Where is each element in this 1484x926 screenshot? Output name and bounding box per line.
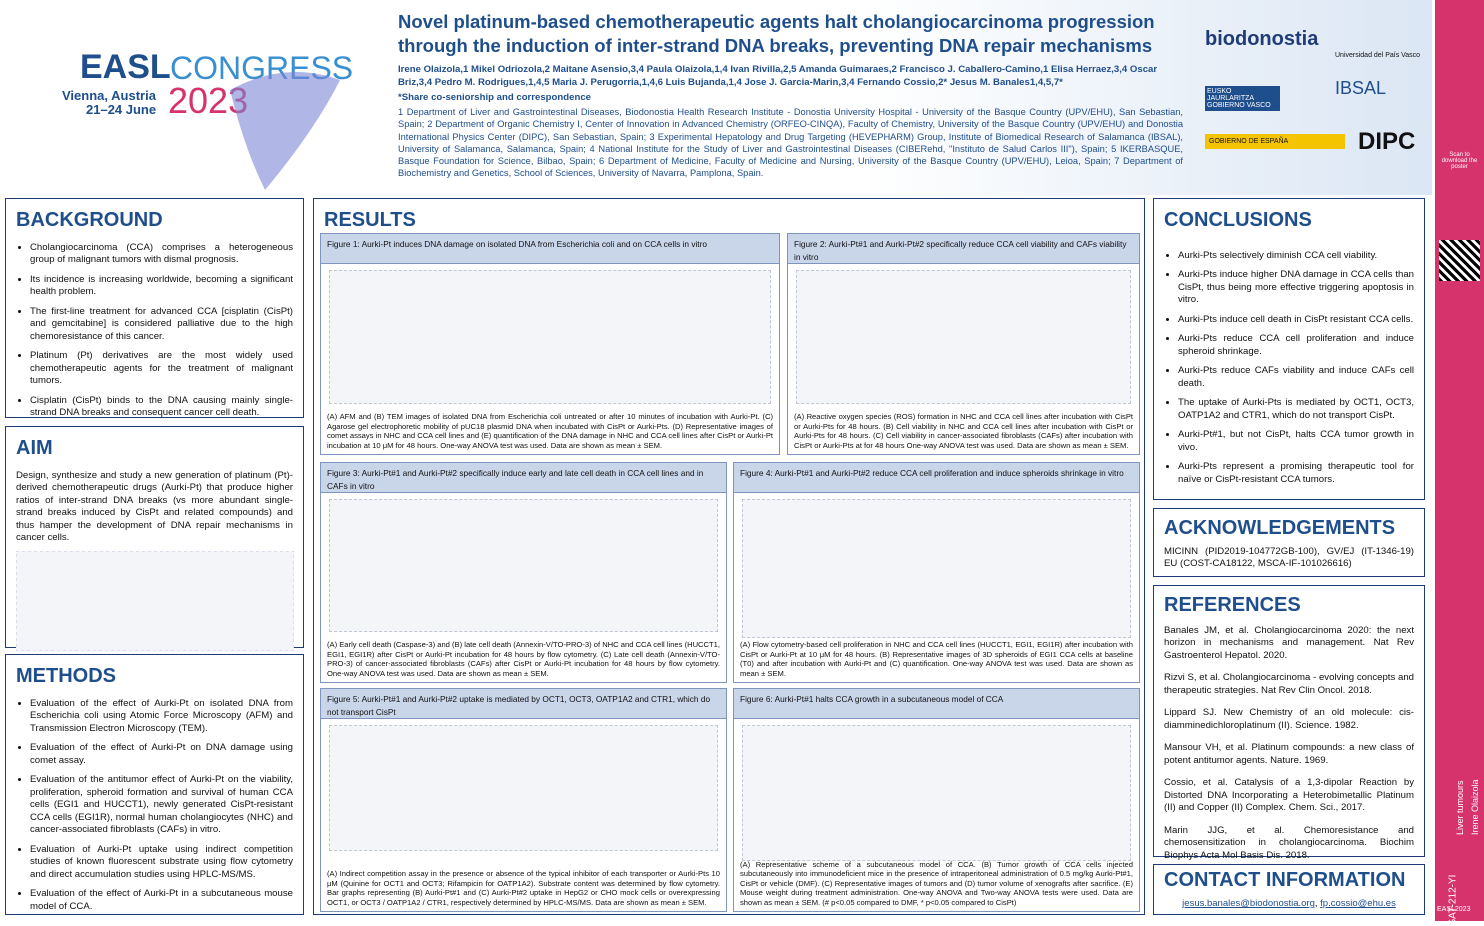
- figure: Figure 6: Aurki-Pt#1 halts CCA growth in…: [733, 688, 1140, 912]
- list-item: Aurki-Pts reduce CCA cell proliferation …: [1178, 333, 1414, 358]
- figure-image: [796, 270, 1131, 404]
- figure-title: Figure 1: Aurki-Pt induces DNA damage on…: [321, 234, 779, 264]
- figure-caption: (A) Early cell death (Caspase-3) and (B)…: [327, 640, 720, 678]
- figure-caption: (A) Indirect competition assay in the pr…: [327, 869, 720, 907]
- ack-text: MICINN (PID2019-104772GB-100), GV/EJ (IT…: [1164, 546, 1414, 570]
- list-item: Aurki-Pts reduce CAFs viability and indu…: [1178, 365, 1414, 390]
- email[interactable]: jesus.banales@biodonostia.org: [1182, 898, 1315, 909]
- aim-text: Design, synthesize and study a new gener…: [16, 470, 293, 544]
- list-item: Evaluation of the effect of Aurki-Pt in …: [30, 888, 293, 913]
- event: EASL2023: [1437, 906, 1471, 913]
- list-item: Evaluation of the effect of Aurki-Pt on …: [30, 742, 293, 767]
- list-item: Evaluation of the antitumor effect of Au…: [30, 774, 293, 836]
- figure-caption: (A) Flow cytometry-based cell proliferat…: [740, 640, 1133, 678]
- sponsor: biodonostia: [1205, 28, 1319, 50]
- dates: 21–24 June: [86, 102, 157, 117]
- contact: CONTACT INFORMATION jesus.banales@biodon…: [1153, 864, 1425, 915]
- figure: Figure 5: Aurki-Pt#1 and Aurki-Pt#2 upta…: [320, 688, 727, 912]
- sponsor: GOBIERNO DE ESPAÑA: [1205, 134, 1345, 149]
- authors: Irene Olaizola,1 Mikel Odriozola,2 Maita…: [398, 64, 1158, 88]
- figure-image: [329, 499, 718, 632]
- reference: Lippard SJ. New Chemistry of an old mole…: [1164, 707, 1414, 731]
- list-item: Cisplatin (CisPt) binds to the DNA causi…: [30, 395, 293, 420]
- sponsor: DIPC: [1358, 128, 1416, 155]
- place: Vienna, Austria: [62, 88, 156, 103]
- figure: Figure 1: Aurki-Pt induces DNA damage on…: [320, 233, 780, 455]
- section-title: ACKNOWLEDGEMENTS: [1164, 517, 1396, 539]
- figure-image: [742, 499, 1131, 638]
- list-item: The uptake of Aurki-Pts is mediated by O…: [1178, 397, 1414, 422]
- title: Novel platinum-based chemotherapeutic ag…: [398, 11, 1155, 57]
- sponsor: Universidad del País Vasco: [1335, 52, 1421, 59]
- author: Irene Olaizola: [1470, 779, 1480, 835]
- note: *Share co-seniorship and correspondence: [398, 92, 591, 103]
- methods: METHODS Evaluation of the effect of Aurk…: [5, 654, 304, 915]
- section-title: AIM: [16, 437, 53, 459]
- figure: Figure 2: Aurki-Pt#1 and Aurki-Pt#2 spec…: [787, 233, 1140, 455]
- list-item: Platinum (Pt) derivatives are the most w…: [30, 350, 293, 387]
- figure-title: Figure 2: Aurki-Pt#1 and Aurki-Pt#2 spec…: [788, 234, 1139, 264]
- qr: [1439, 240, 1480, 281]
- aim-illustration: [15, 550, 295, 652]
- figure-title: Figure 5: Aurki-Pt#1 and Aurki-Pt#2 upta…: [321, 689, 726, 719]
- list-item: Aurki-Pt#1, but not CisPt, halts CCA tum…: [1178, 429, 1414, 454]
- affiliations: 1 Department of Liver and Gastrointestin…: [398, 107, 1183, 179]
- reference: Rizvi S, et al. Cholangiocarcinoma - evo…: [1164, 672, 1414, 696]
- section-title: BACKGROUND: [16, 209, 163, 231]
- list-item: Evaluation of the effect of Aurki-Pt on …: [30, 698, 293, 735]
- section-title: CONTACT INFORMATION: [1164, 869, 1406, 891]
- list-item: Aurki-Pts induce cell death in CisPt res…: [1178, 314, 1414, 326]
- figure-caption: (A) Representative scheme of a subcutane…: [740, 859, 1133, 907]
- list-item: Cholangiocarcinoma (CCA) comprises a het…: [30, 242, 293, 267]
- figure-image: [329, 725, 718, 851]
- logo: EASL: [80, 48, 171, 86]
- sponsor: IBSAL: [1335, 78, 1387, 98]
- figure: Figure 3: Aurki-Pt#1 and Aurki-Pt#2 spec…: [320, 462, 727, 683]
- header: EASL CONGRESS Vienna, Austria 21–24 June…: [0, 0, 1432, 195]
- reference: Cossio, et al. Catalysis of a 1,3-dipola…: [1164, 777, 1414, 814]
- acknowledgements: ACKNOWLEDGEMENTS MICINN (PID2019-104772G…: [1153, 508, 1425, 577]
- figure-title: Figure 4: Aurki-Pt#1 and Aurki-Pt#2 redu…: [734, 463, 1139, 493]
- reference: Marin JJG, et al. Chemoresistance and ch…: [1164, 824, 1414, 861]
- section-title: METHODS: [16, 665, 116, 687]
- aim: AIM Design, synthesize and study a new g…: [5, 426, 304, 652]
- list-item: Evaluation of Aurki-Pt uptake using indi…: [30, 844, 293, 881]
- reference: Mansour VH, et al. Platinum compounds: a…: [1164, 742, 1414, 766]
- figure-title: Figure 3: Aurki-Pt#1 and Aurki-Pt#2 spec…: [321, 463, 726, 493]
- scan-text: Scan to download the poster: [1441, 152, 1478, 170]
- figure-image: [742, 725, 1131, 861]
- references: REFERENCES Banales JM, et al. Cholangioc…: [1153, 585, 1425, 861]
- figure-image: [329, 270, 771, 404]
- background: BACKGROUND Cholangiocarcinoma (CCA) comp…: [5, 198, 304, 418]
- section-title: RESULTS: [324, 209, 416, 231]
- list-item: Aurki-Pts induce higher DNA damage in CC…: [1178, 269, 1414, 306]
- reference: Banales JM, et al. Cholangiocarcinoma 20…: [1164, 625, 1414, 661]
- list-item: Its incidence is increasing worldwide, b…: [30, 274, 293, 299]
- figure: Figure 4: Aurki-Pt#1 and Aurki-Pt#2 redu…: [733, 462, 1140, 683]
- figure-title: Figure 6: Aurki-Pt#1 halts CCA growth in…: [734, 689, 1139, 719]
- sponsor: EUSKO JAURLARITZA GOBIERNO VASCO: [1205, 86, 1280, 111]
- topic: Liver tumours: [1455, 780, 1465, 835]
- sidebar: Scan to download the poster Liver tumour…: [1435, 0, 1484, 926]
- figure-caption: (A) AFM and (B) TEM images of isolated D…: [327, 412, 773, 450]
- email[interactable]: fp.cossio@ehu.es: [1320, 898, 1396, 909]
- conclusions: CONCLUSIONS Aurki-Pts selectively dimini…: [1153, 198, 1425, 500]
- section-title: CONCLUSIONS: [1164, 209, 1312, 231]
- liver-graphic: [230, 72, 340, 190]
- figure-caption: (A) Reactive oxygen species (ROS) format…: [794, 412, 1133, 450]
- list-item: Aurki-Pts selectively diminish CCA cell …: [1178, 250, 1414, 262]
- list-item: The first-line treatment for advanced CC…: [30, 306, 293, 343]
- section-title: REFERENCES: [1164, 594, 1301, 616]
- list-item: Aurki-Pts represent a promising therapeu…: [1178, 461, 1414, 486]
